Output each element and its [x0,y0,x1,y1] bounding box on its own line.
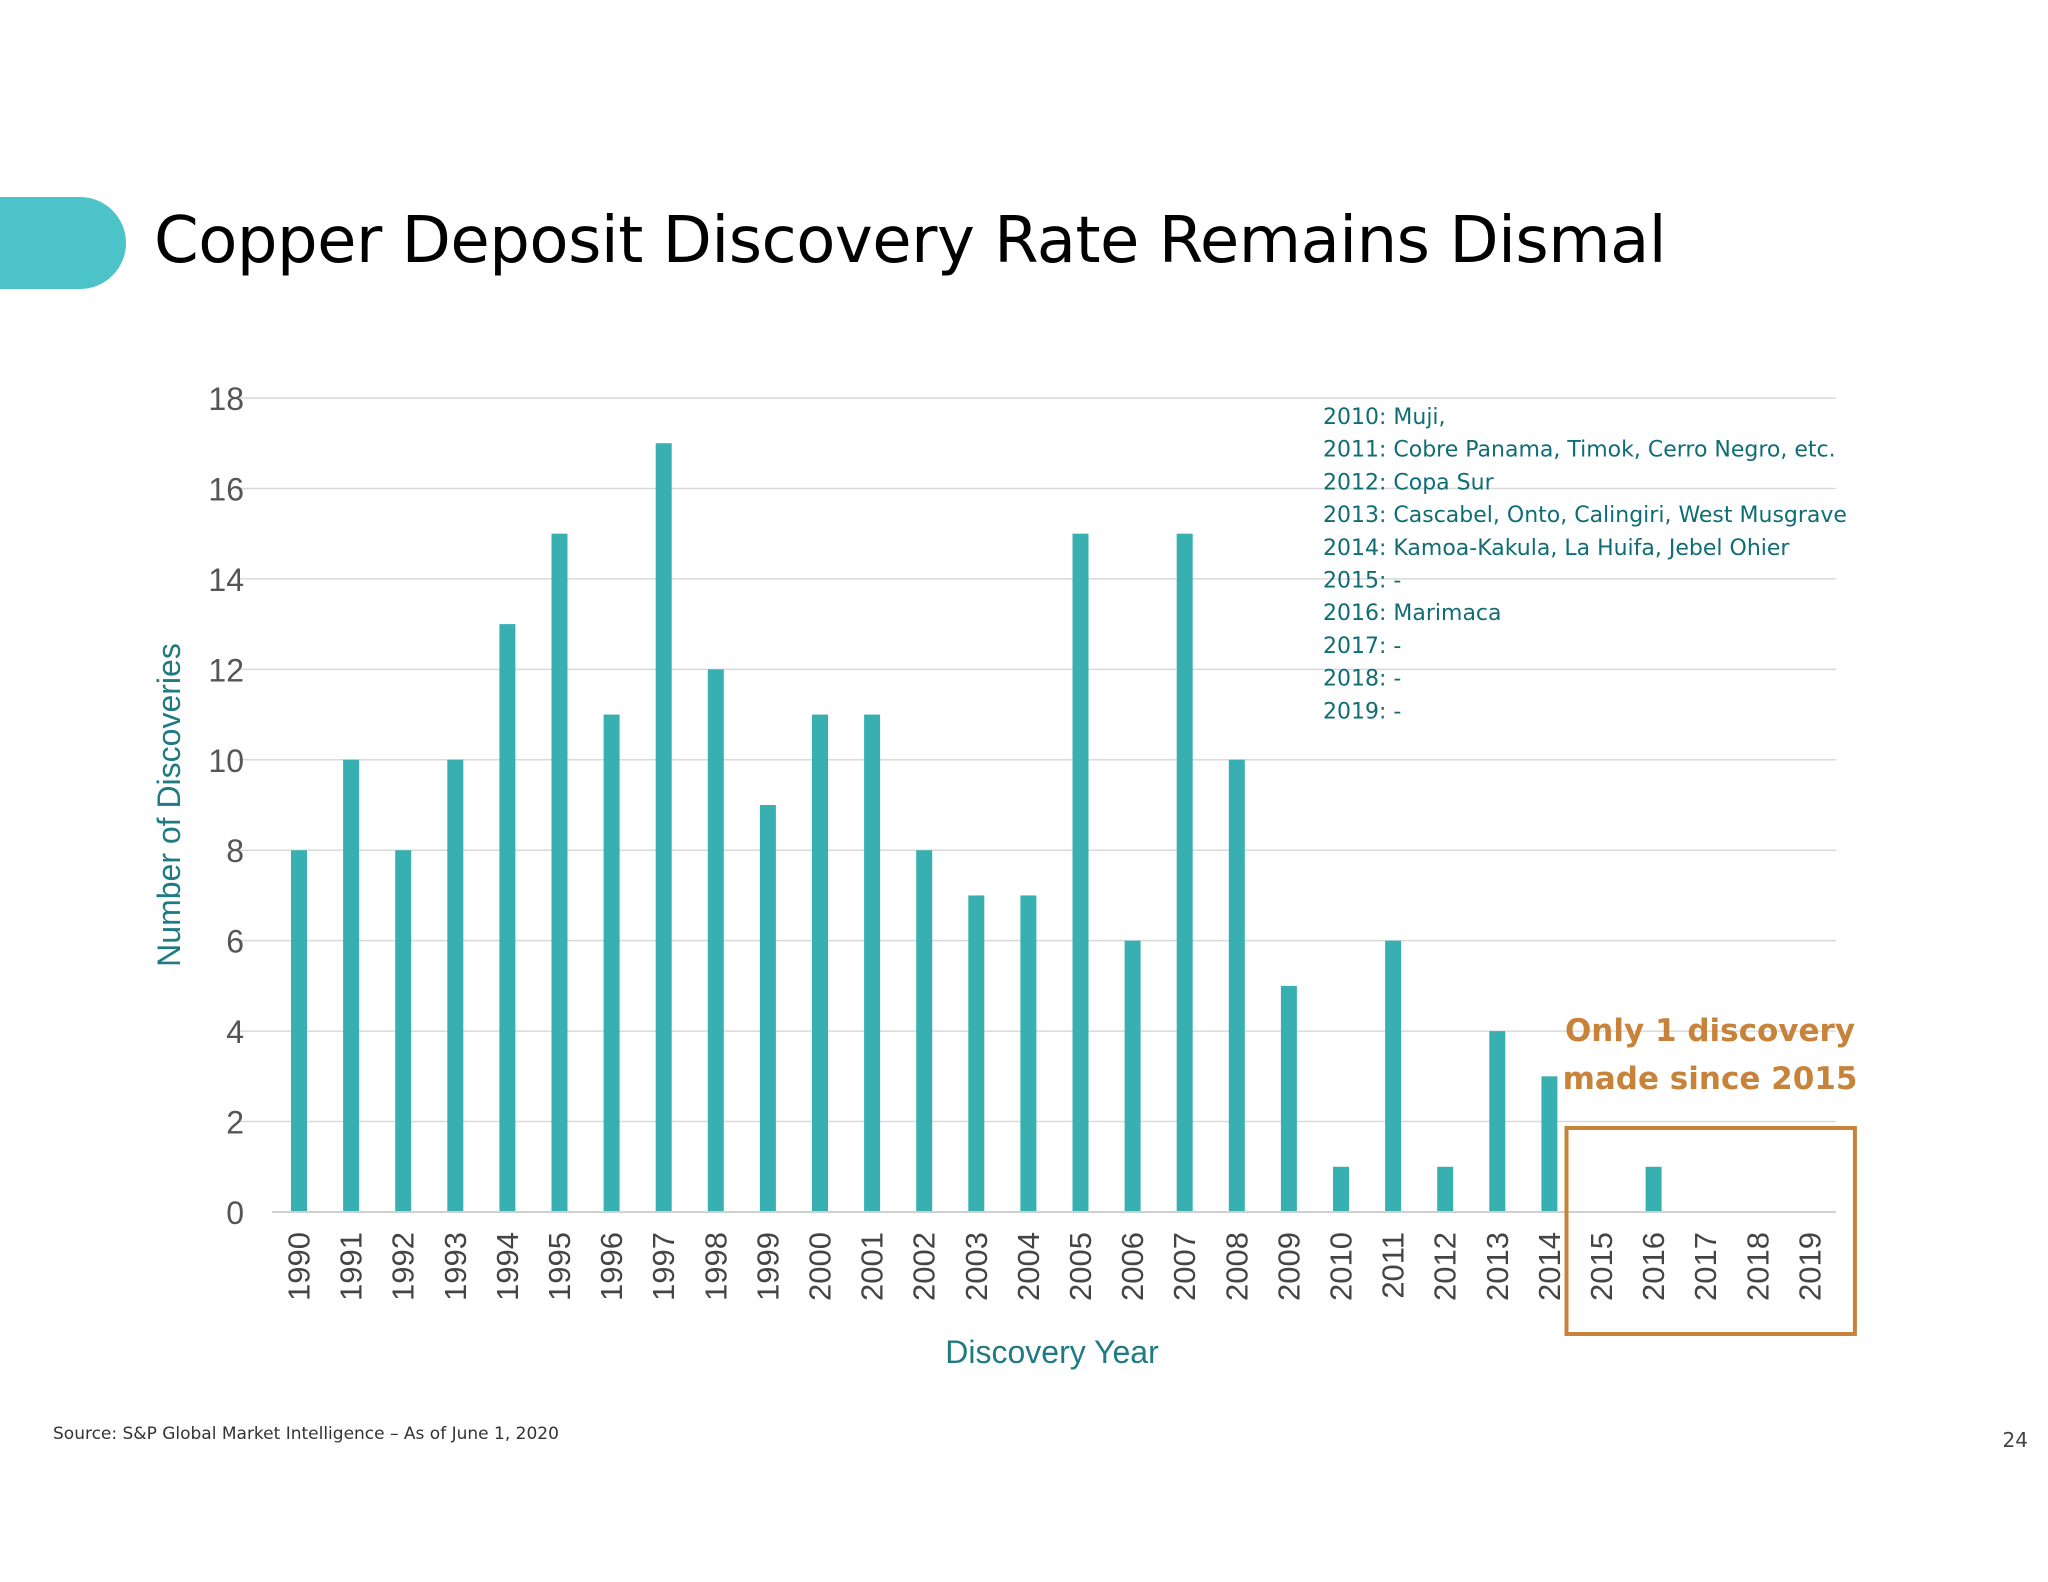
bar-2003 [968,895,985,1212]
x-tick-label: 1998 [698,1232,733,1301]
bar-1999 [759,805,776,1212]
annotation-line: 2013: Cascabel, Onto, Calingiri, West Mu… [1323,503,1847,528]
annotation-line: 2012: Copa Sur [1323,470,1495,495]
x-tick-label: 1994 [490,1232,525,1301]
bar-1996 [603,714,620,1212]
y-tick-label: 6 [226,924,244,960]
x-tick-label: 2013 [1480,1232,1515,1301]
x-tick-label: 2004 [1011,1232,1046,1301]
annotation-line: 2017: - [1323,634,1401,659]
x-tick-label: 2000 [803,1232,838,1301]
y-tick-label: 10 [208,743,244,779]
bar-2013 [1489,1031,1506,1212]
bar-2000 [812,714,828,1212]
x-tick-label: 2011 [1376,1232,1411,1299]
x-tick-label: 2007 [1167,1232,1202,1301]
x-axis-ticks: 1990 1991 1992 1993 1994 1995 1996 1997 1998 1999… [282,1232,1828,1301]
bar-1998 [707,669,724,1212]
x-tick-label: 2012 [1428,1232,1463,1301]
page-number: 24 [2002,1428,2028,1452]
x-tick-label: 2014 [1532,1232,1567,1301]
bar-2014 [1541,1076,1558,1212]
bar-1990 [291,850,307,1212]
y-axis-label: Number of Discoveries [151,643,187,967]
x-tick-label: 2005 [1063,1232,1098,1301]
x-tick-label: 1996 [594,1232,629,1301]
annotation-line: 2015: - [1323,569,1401,594]
x-tick-label: 2016 [1636,1232,1671,1301]
y-tick-label: 4 [226,1014,244,1050]
highlight-box [1564,1126,1857,1336]
x-tick-label: 2017 [1688,1232,1723,1301]
x-tick-label: 2018 [1740,1232,1775,1301]
x-tick-label: 2001 [855,1232,890,1301]
bar-2007 [1176,533,1193,1212]
x-tick-label: 1995 [542,1232,577,1301]
y-tick-label: 0 [226,1195,244,1231]
x-tick-label: 2015 [1584,1232,1619,1301]
x-tick-label: 1999 [750,1232,785,1301]
x-tick-label: 2006 [1115,1232,1150,1301]
bar-2006 [1124,940,1141,1212]
bar-2011 [1385,940,1402,1212]
callout-line: Only 1 discovery [1565,1013,1855,1049]
bar-1991 [343,759,360,1212]
x-tick-label: 2010 [1324,1232,1359,1301]
x-tick-label: 1992 [386,1232,421,1301]
x-tick-label: 2008 [1219,1232,1254,1301]
bar-2016 [1645,1166,1662,1212]
bar-1997 [655,443,672,1212]
bar-2010 [1333,1166,1349,1212]
discovery-list-annotation: 2010: Muji, 2011: Cobre Panama, Timok, Ce… [1323,405,1847,724]
bar-2005 [1072,533,1089,1212]
x-tick-label: 1991 [334,1232,369,1301]
x-tick-label: 2019 [1792,1232,1827,1301]
callout-line: made since 2015 [1563,1061,1858,1097]
x-tick-label: 2003 [959,1232,994,1301]
x-tick-label: 2009 [1271,1232,1306,1301]
bar-1994 [499,624,516,1212]
x-tick-label: 1997 [646,1232,681,1301]
x-tick-label: 1993 [438,1232,473,1301]
y-tick-label: 14 [208,562,244,598]
annotation-line: 2018: - [1323,667,1401,692]
callout-text: Only 1 discovery made since 2015 [1563,1013,1858,1097]
bars [291,443,1662,1212]
bar-2001 [864,714,881,1212]
y-tick-label: 18 [208,381,244,417]
slide-title: Copper Deposit Discovery Rate Remains Di… [154,204,1667,278]
bar-2002 [916,850,933,1212]
title-accent-tab [0,197,126,289]
bar-2008 [1228,759,1245,1212]
x-tick-label: 2002 [907,1232,942,1301]
annotation-line: 2019: - [1323,699,1401,724]
y-tick-label: 2 [226,1105,244,1141]
annotation-line: 2016: Marimaca [1323,601,1502,626]
bar-2004 [1020,895,1037,1212]
bar-1993 [447,759,464,1212]
y-tick-label: 8 [226,833,244,869]
annotation-line: 2011: Cobre Panama, Timok, Cerro Negro, … [1323,438,1836,463]
bar-1992 [395,850,412,1212]
bar-1995 [551,533,568,1212]
annotation-line: 2010: Muji, [1323,405,1446,430]
y-axis-ticks: 0 2 4 6 8 10 12 14 16 18 [208,381,244,1231]
source-note: Source: S&P Global Market Intelligence –… [53,1424,559,1444]
y-tick-label: 16 [208,471,244,507]
x-axis-label: Discovery Year [945,1334,1159,1370]
x-tick-label: 1990 [282,1232,317,1301]
annotation-line: 2014: Kamoa-Kakula, La Huifa, Jebel Ohie… [1323,536,1790,561]
bar-2009 [1280,985,1297,1212]
y-tick-label: 12 [208,652,244,688]
bar-2012 [1437,1166,1454,1212]
